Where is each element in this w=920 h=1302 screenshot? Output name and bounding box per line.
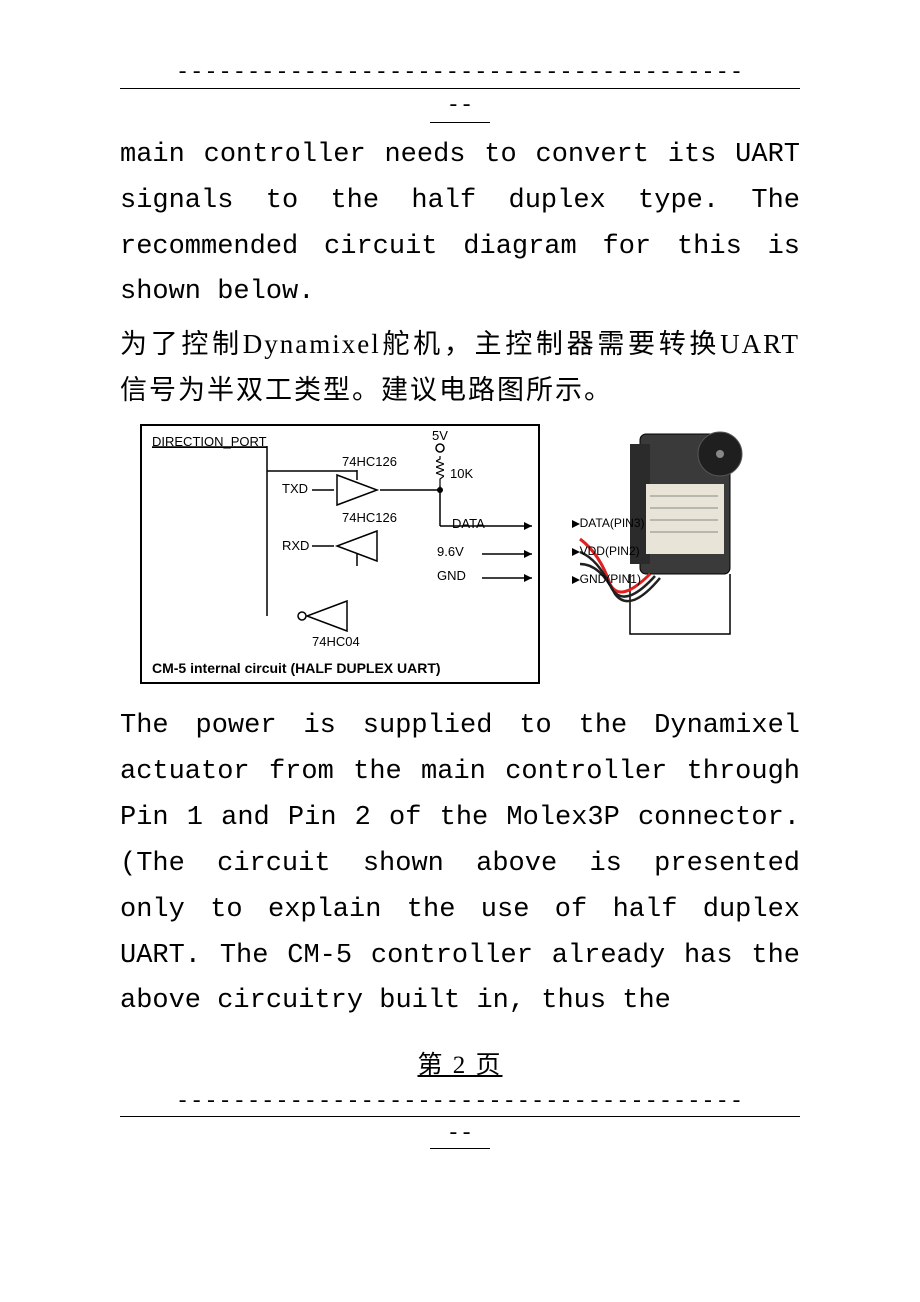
label-96v: 9.6V xyxy=(437,544,464,559)
header-dashes-short: -- xyxy=(430,93,490,122)
label-data: DATA xyxy=(452,516,485,531)
inverter-gate xyxy=(292,596,362,636)
paragraph-1-english: main controller needs to convert its UAR… xyxy=(120,133,800,317)
footer-dashes-long: ---------------------------------------- xyxy=(120,1089,800,1117)
servo-illustration: DATA(PIN3) VDD(PIN2) GND(PIN1) xyxy=(550,424,760,684)
label-ic3: 74HC04 xyxy=(312,634,360,649)
footer-dashes-short: -- xyxy=(430,1121,490,1149)
header-dashes-long: ---------------------------------------- xyxy=(120,60,800,89)
page-number: 第 2 页 xyxy=(120,1045,800,1081)
paragraph-2-english: The power is supplied to the Dynamixel a… xyxy=(120,704,800,1025)
label-rxd: RXD xyxy=(282,538,309,553)
label-ic2: 74HC126 xyxy=(342,510,397,525)
pin3-label: DATA(PIN3) xyxy=(580,516,645,530)
buffer-gate-2 xyxy=(332,526,392,566)
label-gnd: GND xyxy=(437,568,466,583)
paragraph-1-chinese: 为了控制Dynamixel舵机，主控制器需要转换UART信号为半双工类型。建议电… xyxy=(120,322,800,414)
pin2-label: VDD(PIN2) xyxy=(580,544,640,558)
circuit-diagram: DIRECTION_PORT 5V 10K 74HC126 TXD xyxy=(140,424,800,684)
pin1-label: GND(PIN1) xyxy=(580,572,641,586)
diagram-caption: CM-5 internal circuit (HALF DUPLEX UART) xyxy=(152,660,441,676)
circuit-schematic-box: DIRECTION_PORT 5V 10K 74HC126 TXD xyxy=(140,424,540,684)
label-5v: 5V xyxy=(432,428,448,443)
